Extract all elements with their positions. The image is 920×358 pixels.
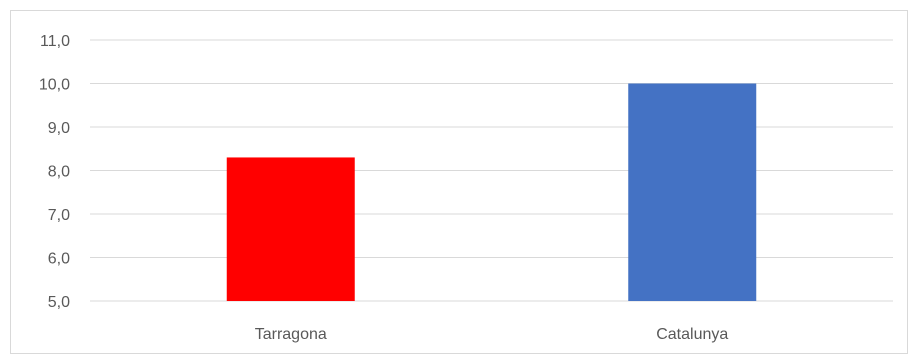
bar-catalunya — [628, 83, 757, 301]
x-category-label: Catalunya — [656, 326, 728, 343]
chart-area — [10, 10, 908, 354]
y-tick-label: 11,0 — [40, 33, 70, 50]
bar-tarragona — [226, 157, 355, 301]
y-tick-label: 5,0 — [48, 294, 70, 311]
y-tick-label: 9,0 — [48, 120, 70, 137]
y-tick-label: 8,0 — [48, 164, 70, 181]
y-tick-label: 10,0 — [39, 77, 70, 94]
y-tick-label: 7,0 — [48, 207, 70, 224]
x-category-label: Tarragona — [255, 326, 327, 343]
y-tick-label: 6,0 — [48, 251, 70, 268]
